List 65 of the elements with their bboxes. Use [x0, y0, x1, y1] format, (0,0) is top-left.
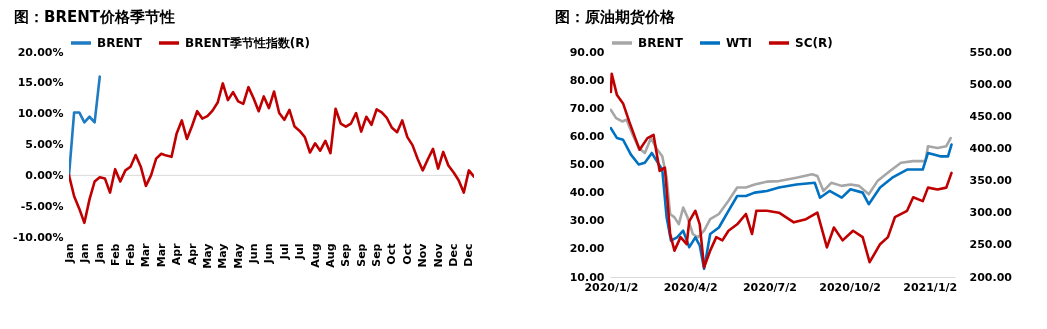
x-tick-label: Apr: [185, 242, 199, 266]
x-tick-label: Nov: [431, 242, 445, 268]
x-tick-label: Nov: [416, 242, 430, 268]
x-tick-label: Sep: [370, 243, 384, 267]
x-tick-label: Jan: [93, 243, 107, 264]
x-tick-label: 2020/4/2: [663, 280, 718, 294]
x-tick-label: Jan: [62, 243, 76, 264]
y-tick-label: 20.00%: [17, 45, 64, 59]
x-tick-label: Jun: [262, 243, 276, 265]
x-tick-label: Oct: [385, 243, 399, 265]
legend-label: BRENT: [638, 36, 684, 50]
y2-tick-label: 400.00: [969, 141, 1013, 155]
x-tick-label: Feb: [108, 243, 122, 266]
y-tick-label: 0.00%: [25, 168, 64, 182]
x-tick-label: Jul: [293, 243, 307, 261]
x-tick-label: May: [200, 243, 214, 269]
y-tick-label: 50.00: [569, 158, 605, 171]
y2-tick-label: 450.00: [969, 109, 1013, 123]
line-series: [69, 82, 474, 225]
y-tick-label: 20.00: [569, 242, 605, 256]
x-tick-label: Aug: [308, 243, 322, 268]
y2-tick-label: 200.00: [969, 270, 1013, 284]
x-tick-label: 2020/10/2: [819, 280, 881, 294]
y-tick-label: -5.00%: [20, 199, 64, 213]
y-tick-label: -10.00%: [13, 230, 64, 244]
x-tick-label: Sep: [339, 243, 353, 267]
legend-label: WTI: [726, 36, 752, 50]
y2-tick-label: 550.00: [969, 45, 1013, 59]
x-tick-label: 2021/1/2: [903, 280, 958, 294]
x-tick-label: Apr: [170, 242, 184, 266]
line-series: [610, 126, 953, 271]
y2-tick-label: 350.00: [969, 174, 1013, 188]
x-tick-label: Aug: [323, 243, 337, 268]
x-tick-label: Mar: [154, 242, 168, 268]
y-tick-label: 15.00%: [17, 76, 64, 90]
x-tick-label: May: [231, 243, 245, 269]
y-tick-label: 80.00: [569, 73, 605, 87]
y-tick-label: 5.00%: [25, 138, 64, 151]
chart-title: 图：原油期货价格: [555, 8, 676, 26]
y-tick-label: 60.00: [569, 129, 605, 143]
y2-tick-label: 300.00: [969, 206, 1013, 220]
x-tick-label: Feb: [124, 243, 138, 266]
y2-tick-label: 250.00: [969, 238, 1013, 252]
legend-label: BRENT: [97, 36, 143, 50]
x-tick-label: Sep: [354, 243, 368, 267]
x-tick-label: May: [216, 243, 230, 269]
x-tick-label: Jul: [277, 243, 291, 261]
line-series: [69, 75, 102, 177]
y-tick-label: 90.00: [569, 45, 605, 59]
y-tick-label: 10.00%: [17, 107, 64, 121]
x-tick-label: Dec: [446, 243, 460, 267]
y-tick-label: 30.00: [569, 214, 605, 228]
y-tick-label: 70.00: [569, 101, 605, 115]
line-series: [610, 72, 953, 269]
x-tick-label: 2020/7/2: [742, 280, 797, 294]
x-tick-label: Mar: [139, 242, 153, 268]
legend-label: BRENT季节性指数(R): [185, 36, 311, 50]
x-tick-label: Jan: [77, 243, 91, 264]
y-tick-label: 40.00: [569, 186, 605, 200]
x-tick-label: Dec: [462, 243, 476, 267]
y2-tick-label: 500.00: [969, 77, 1013, 91]
legend-label: SC(R): [795, 36, 833, 50]
x-tick-label: Jun: [247, 243, 261, 265]
chart-title: 图：BRENT价格季节性: [14, 8, 176, 26]
x-tick-label: Oct: [400, 243, 414, 265]
